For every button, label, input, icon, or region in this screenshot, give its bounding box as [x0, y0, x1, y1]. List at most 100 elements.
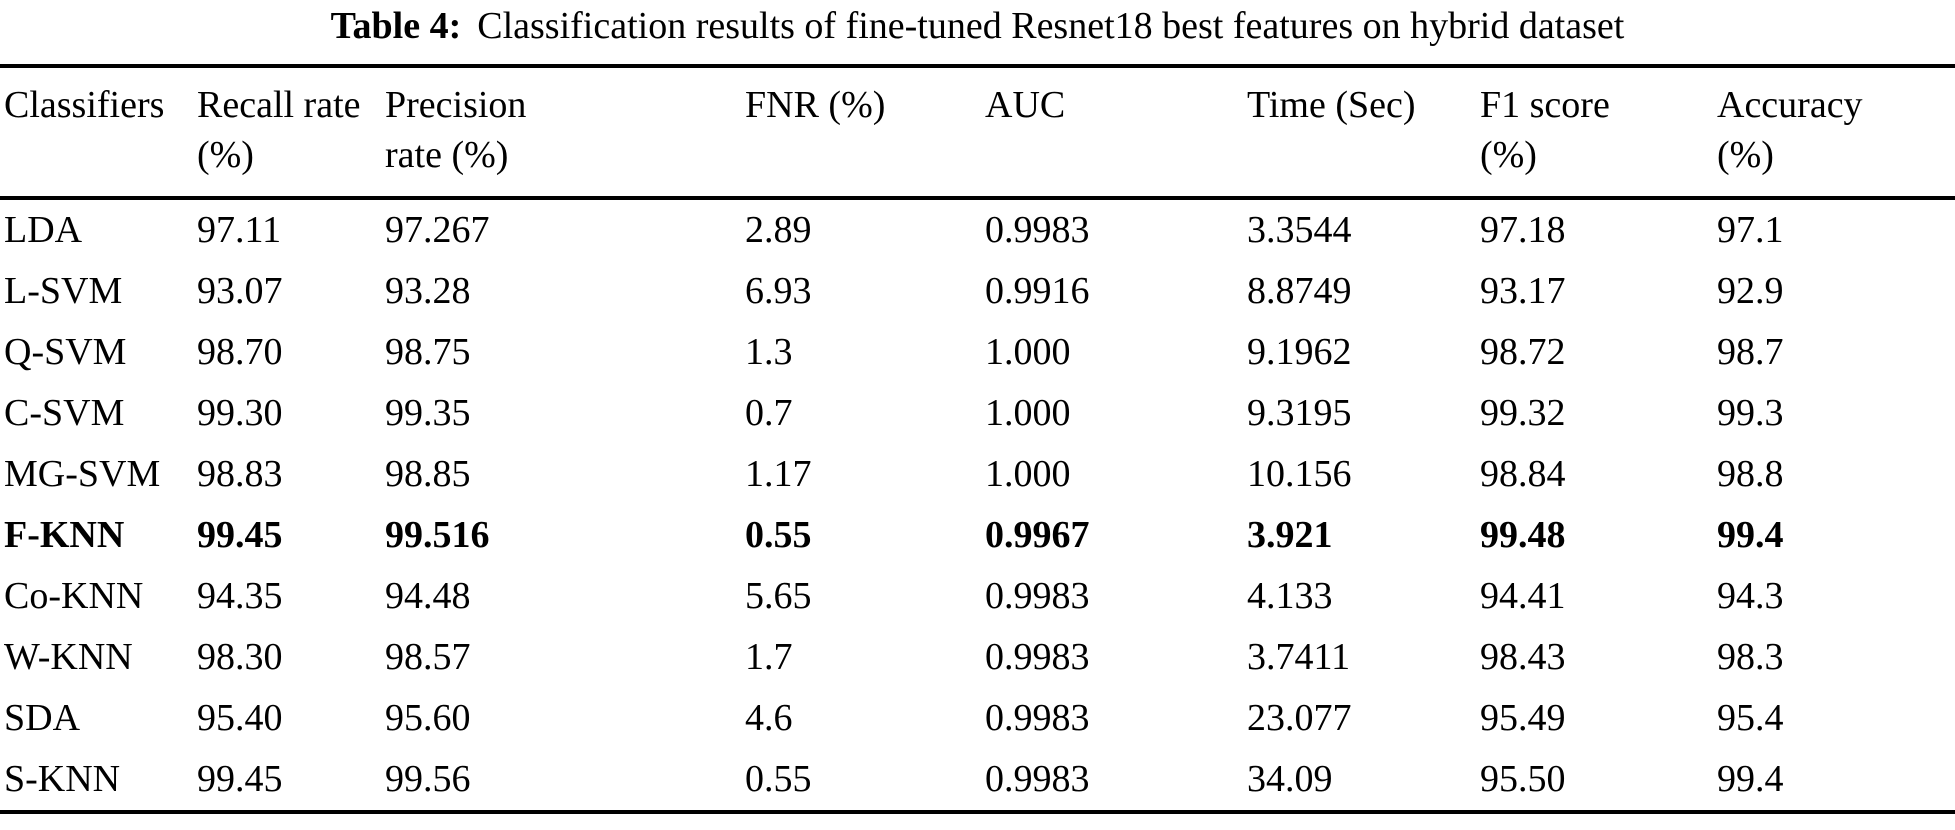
header-accuracy: Accuracy (%) [1717, 84, 1863, 176]
cell-time: 8.8749 [1247, 270, 1352, 312]
cell-auc: 0.9983 [985, 209, 1090, 251]
cell-classifier: LDA [4, 209, 83, 251]
cell-accuracy: 98.7 [1717, 331, 1784, 373]
table-caption: Table 4: Classification results of fine-… [0, 0, 1955, 64]
cell-precision: 97.267 [385, 209, 490, 251]
header-time: Time (Sec) [1247, 84, 1416, 126]
caption-label: Table 4: [330, 5, 462, 47]
cell-recall: 99.30 [197, 392, 283, 434]
cell-fnr: 4.6 [745, 697, 793, 739]
table-row-s-knn: S-KNN 99.45 99.56 0.55 0.9983 34.09 95.5… [0, 749, 1955, 812]
cell-accuracy: 99.4 [1717, 758, 1784, 800]
cell-precision: 99.56 [385, 758, 471, 800]
cell-precision: 95.60 [385, 697, 471, 739]
cell-auc: 0.9983 [985, 697, 1090, 739]
cell-time: 4.133 [1247, 575, 1333, 617]
header-f1-score: F1 score (%) [1480, 84, 1610, 176]
cell-fnr: 1.7 [745, 636, 793, 678]
cell-f1: 95.49 [1480, 697, 1566, 739]
cell-recall: 98.70 [197, 331, 283, 373]
cell-classifier: MG-SVM [4, 453, 161, 495]
table-row-mg-svm: MG-SVM 98.83 98.85 1.17 1.000 10.156 98.… [0, 444, 1955, 505]
cell-precision: 99.516 [385, 514, 490, 556]
header-precision-rate: Precision rate (%) [385, 84, 527, 176]
cell-accuracy: 95.4 [1717, 697, 1784, 739]
header-fnr: FNR (%) [745, 84, 886, 126]
cell-recall: 97.11 [197, 209, 282, 251]
cell-auc: 0.9983 [985, 636, 1090, 678]
cell-time: 23.077 [1247, 697, 1352, 739]
cell-auc: 1.000 [985, 331, 1071, 373]
table-row-l-svm: L-SVM 93.07 93.28 6.93 0.9916 8.8749 93.… [0, 261, 1955, 322]
table-row-f-knn-best: F-KNN 99.45 99.516 0.55 0.9967 3.921 99.… [0, 505, 1955, 566]
classification-results-table: Classifiers Recall rate (%) Precision ra… [0, 64, 1955, 814]
table-row-sda: SDA 95.40 95.60 4.6 0.9983 23.077 95.49 … [0, 688, 1955, 749]
cell-accuracy: 94.3 [1717, 575, 1784, 617]
cell-recall: 95.40 [197, 697, 283, 739]
cell-accuracy: 98.3 [1717, 636, 1784, 678]
table-row-lda: LDA 97.11 97.267 2.89 0.9983 3.3544 97.1… [0, 198, 1955, 261]
cell-f1: 98.72 [1480, 331, 1566, 373]
cell-recall: 93.07 [197, 270, 283, 312]
cell-time: 3.7411 [1247, 636, 1351, 678]
cell-time: 3.3544 [1247, 209, 1352, 251]
cell-f1: 94.41 [1480, 575, 1566, 617]
cell-precision: 99.35 [385, 392, 471, 434]
cell-fnr: 0.7 [745, 392, 793, 434]
cell-fnr: 1.3 [745, 331, 793, 373]
cell-classifier: SDA [4, 697, 81, 739]
cell-f1: 99.48 [1480, 514, 1566, 556]
cell-classifier: Q-SVM [4, 331, 127, 373]
cell-auc: 0.9983 [985, 758, 1090, 800]
cell-recall: 94.35 [197, 575, 283, 617]
cell-fnr: 6.93 [745, 270, 812, 312]
cell-fnr: 1.17 [745, 453, 812, 495]
cell-recall: 98.83 [197, 453, 283, 495]
cell-classifier: S-KNN [4, 758, 121, 800]
cell-classifier: Co-KNN [4, 575, 144, 617]
table-row-w-knn: W-KNN 98.30 98.57 1.7 0.9983 3.7411 98.4… [0, 627, 1955, 688]
cell-fnr: 0.55 [745, 758, 812, 800]
cell-classifier: W-KNN [4, 636, 133, 678]
cell-time: 34.09 [1247, 758, 1333, 800]
cell-auc: 0.9916 [985, 270, 1090, 312]
cell-auc: 0.9983 [985, 575, 1090, 617]
cell-precision: 94.48 [385, 575, 471, 617]
cell-f1: 98.84 [1480, 453, 1566, 495]
cell-accuracy: 98.8 [1717, 453, 1784, 495]
cell-precision: 98.75 [385, 331, 471, 373]
cell-auc: 0.9967 [985, 514, 1090, 556]
cell-classifier: C-SVM [4, 392, 125, 434]
header-auc: AUC [985, 84, 1066, 126]
cell-classifier: F-KNN [4, 514, 125, 556]
table-row-co-knn: Co-KNN 94.35 94.48 5.65 0.9983 4.133 94.… [0, 566, 1955, 627]
cell-auc: 1.000 [985, 392, 1071, 434]
cell-time: 10.156 [1247, 453, 1352, 495]
cell-f1: 93.17 [1480, 270, 1566, 312]
cell-f1: 95.50 [1480, 758, 1566, 800]
cell-accuracy: 97.1 [1717, 209, 1784, 251]
header-recall-rate: Recall rate (%) [197, 84, 361, 176]
table-row-c-svm: C-SVM 99.30 99.35 0.7 1.000 9.3195 99.32… [0, 383, 1955, 444]
cell-accuracy: 99.4 [1717, 514, 1784, 556]
header-row: Classifiers Recall rate (%) Precision ra… [0, 66, 1955, 198]
cell-f1: 97.18 [1480, 209, 1566, 251]
cell-time: 9.3195 [1247, 392, 1352, 434]
cell-fnr: 0.55 [745, 514, 812, 556]
cell-classifier: L-SVM [4, 270, 123, 312]
cell-precision: 98.85 [385, 453, 471, 495]
cell-accuracy: 99.3 [1717, 392, 1784, 434]
cell-recall: 98.30 [197, 636, 283, 678]
cell-time: 3.921 [1247, 514, 1333, 556]
cell-f1: 98.43 [1480, 636, 1566, 678]
cell-recall: 99.45 [197, 514, 283, 556]
cell-fnr: 2.89 [745, 209, 812, 251]
caption-text: Classification results of fine-tuned Res… [477, 5, 1625, 47]
cell-fnr: 5.65 [745, 575, 812, 617]
cell-time: 9.1962 [1247, 331, 1352, 373]
cell-f1: 99.32 [1480, 392, 1566, 434]
cell-precision: 93.28 [385, 270, 471, 312]
header-classifiers: Classifiers [4, 84, 165, 126]
cell-auc: 1.000 [985, 453, 1071, 495]
